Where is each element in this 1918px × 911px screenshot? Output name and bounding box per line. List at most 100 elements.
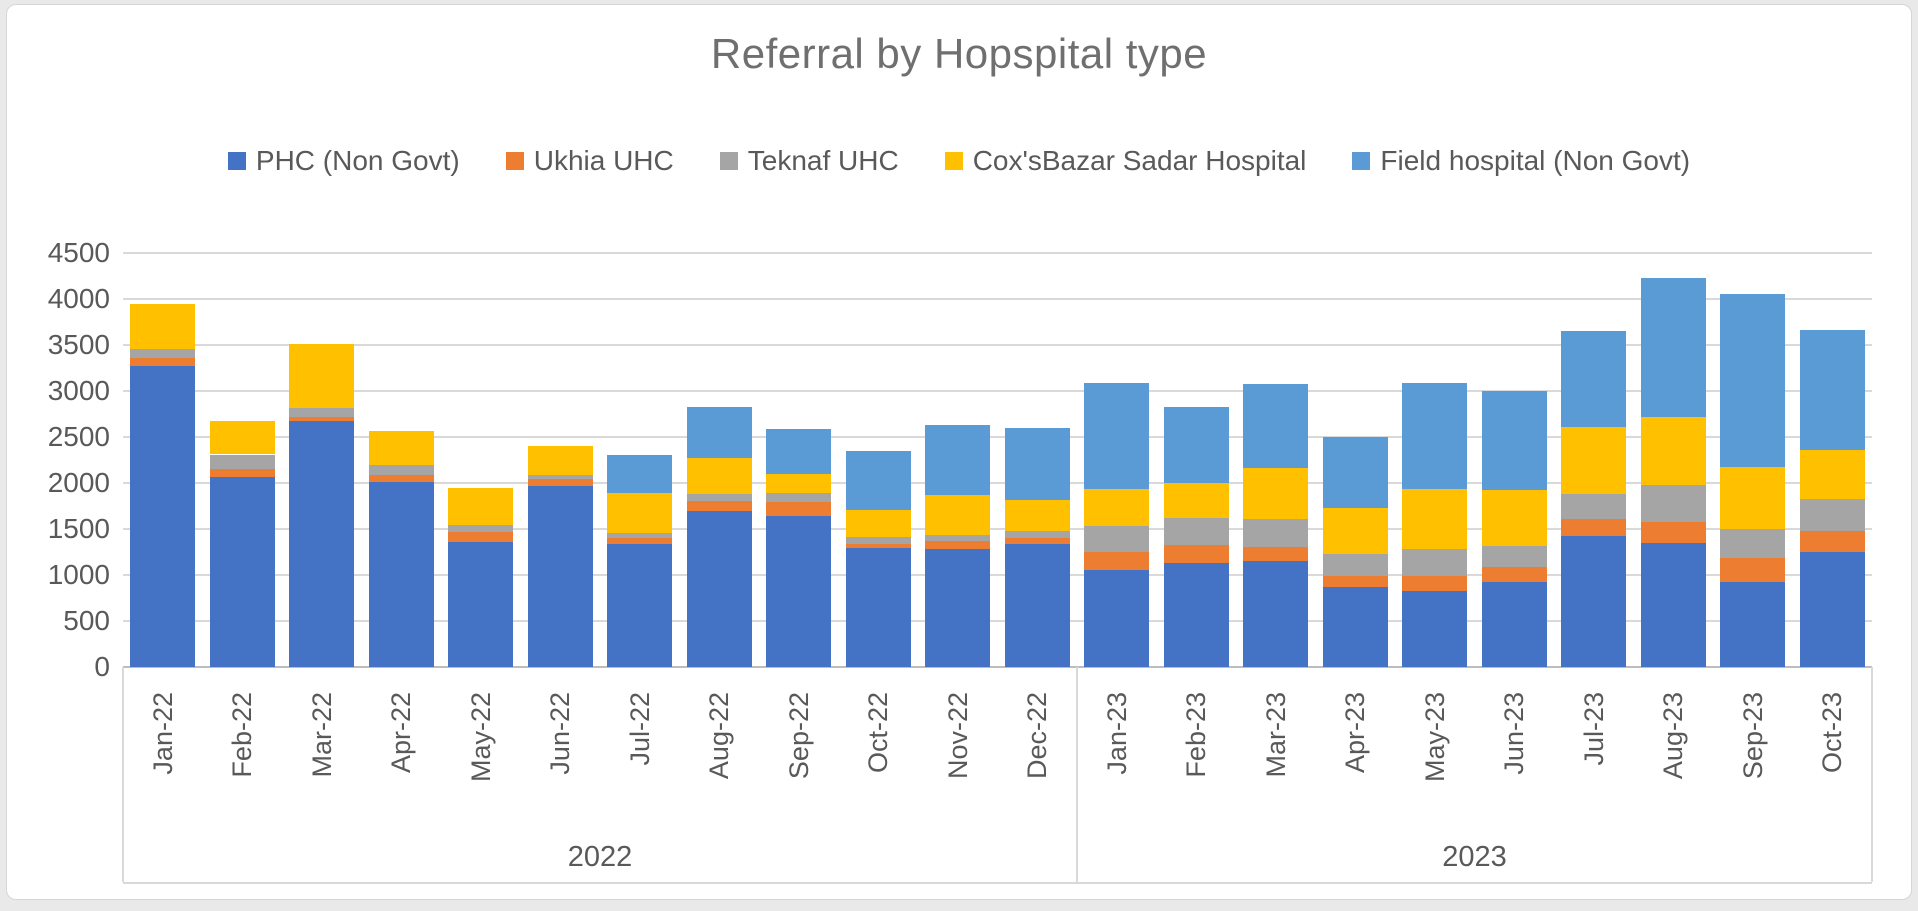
bar-segment-cox-sbazar-sadar-hospital[interactable] xyxy=(1720,467,1786,529)
bar-segment-cox-sbazar-sadar-hospital[interactable] xyxy=(1322,507,1388,554)
bar-segment-phc-non-govt[interactable] xyxy=(766,516,832,667)
bar-segment-teknaf-uhc[interactable] xyxy=(209,454,275,469)
bar-segment-field-hospital-non-govt[interactable] xyxy=(766,428,832,474)
bar-segment-teknaf-uhc[interactable] xyxy=(527,475,593,479)
bar-segment-teknaf-uhc[interactable] xyxy=(1720,529,1786,559)
bar-segment-field-hospital-non-govt[interactable] xyxy=(845,450,911,511)
bar-segment-ukhia-uhc[interactable] xyxy=(368,474,434,482)
bar-segment-cox-sbazar-sadar-hospital[interactable] xyxy=(1402,488,1468,549)
bar-segment-field-hospital-non-govt[interactable] xyxy=(1640,277,1706,417)
bar-segment-phc-non-govt[interactable] xyxy=(1799,552,1865,667)
bar-segment-cox-sbazar-sadar-hospital[interactable] xyxy=(925,494,991,535)
bar-segment-cox-sbazar-sadar-hospital[interactable] xyxy=(1481,490,1547,546)
bar-segment-phc-non-govt[interactable] xyxy=(845,548,911,667)
bar-segment-teknaf-uhc[interactable] xyxy=(766,492,832,503)
bar-segment-ukhia-uhc[interactable] xyxy=(925,541,991,550)
bar-segment-field-hospital-non-govt[interactable] xyxy=(1799,330,1865,450)
bar-segment-cox-sbazar-sadar-hospital[interactable] xyxy=(527,445,593,476)
bar-segment-cox-sbazar-sadar-hospital[interactable] xyxy=(1163,483,1229,518)
bar-segment-phc-non-govt[interactable] xyxy=(686,510,752,667)
bar-segment-cox-sbazar-sadar-hospital[interactable] xyxy=(766,473,832,493)
legend-item-1[interactable]: Ukhia UHC xyxy=(505,145,674,177)
bar-segment-field-hospital-non-govt[interactable] xyxy=(1004,427,1070,501)
bar-segment-field-hospital-non-govt[interactable] xyxy=(686,407,752,458)
bar-segment-ukhia-uhc[interactable] xyxy=(1402,576,1468,591)
bar-segment-teknaf-uhc[interactable] xyxy=(1481,545,1547,568)
bar-segment-teknaf-uhc[interactable] xyxy=(1322,553,1388,576)
bar-segment-ukhia-uhc[interactable] xyxy=(130,357,196,367)
bar-segment-field-hospital-non-govt[interactable] xyxy=(1243,383,1309,469)
bar-segment-ukhia-uhc[interactable] xyxy=(1561,518,1627,537)
bar-segment-phc-non-govt[interactable] xyxy=(1243,561,1309,667)
bar-segment-teknaf-uhc[interactable] xyxy=(686,493,752,501)
bar-segment-field-hospital-non-govt[interactable] xyxy=(1402,382,1468,489)
bar-segment-phc-non-govt[interactable] xyxy=(527,485,593,667)
bar-segment-ukhia-uhc[interactable] xyxy=(1640,521,1706,543)
bar-segment-ukhia-uhc[interactable] xyxy=(527,478,593,486)
bar-segment-ukhia-uhc[interactable] xyxy=(845,544,911,549)
bar-segment-phc-non-govt[interactable] xyxy=(1720,582,1786,667)
bar-segment-teknaf-uhc[interactable] xyxy=(1004,530,1070,539)
bar-segment-teknaf-uhc[interactable] xyxy=(845,536,911,545)
bar-segment-ukhia-uhc[interactable] xyxy=(1720,558,1786,583)
bar-segment-teknaf-uhc[interactable] xyxy=(368,465,434,475)
bar-segment-phc-non-govt[interactable] xyxy=(607,543,673,667)
bar-segment-ukhia-uhc[interactable] xyxy=(289,416,355,422)
bar-segment-ukhia-uhc[interactable] xyxy=(1799,530,1865,552)
bar-segment-ukhia-uhc[interactable] xyxy=(209,468,275,477)
bar-segment-cox-sbazar-sadar-hospital[interactable] xyxy=(607,492,673,534)
bar-segment-ukhia-uhc[interactable] xyxy=(1322,575,1388,587)
bar-segment-teknaf-uhc[interactable] xyxy=(448,525,514,532)
bar-segment-cox-sbazar-sadar-hospital[interactable] xyxy=(130,304,196,349)
bar-segment-teknaf-uhc[interactable] xyxy=(1799,499,1865,531)
bar-segment-cox-sbazar-sadar-hospital[interactable] xyxy=(368,430,434,466)
bar-segment-teknaf-uhc[interactable] xyxy=(925,534,991,542)
bar-segment-teknaf-uhc[interactable] xyxy=(1402,548,1468,577)
bar-segment-phc-non-govt[interactable] xyxy=(1640,542,1706,667)
bar-segment-ukhia-uhc[interactable] xyxy=(1163,544,1229,564)
bar-segment-ukhia-uhc[interactable] xyxy=(1481,567,1547,583)
bar-segment-cox-sbazar-sadar-hospital[interactable] xyxy=(1084,489,1150,526)
bar-segment-phc-non-govt[interactable] xyxy=(1163,563,1229,667)
bar-segment-ukhia-uhc[interactable] xyxy=(607,538,673,544)
bar-segment-teknaf-uhc[interactable] xyxy=(1163,517,1229,545)
legend-item-3[interactable]: Cox'sBazar Sadar Hospital xyxy=(944,145,1306,177)
bar-segment-field-hospital-non-govt[interactable] xyxy=(1481,391,1547,491)
bar-segment-cox-sbazar-sadar-hospital[interactable] xyxy=(289,344,355,409)
legend-item-4[interactable]: Field hospital (Non Govt) xyxy=(1352,145,1690,177)
bar-segment-cox-sbazar-sadar-hospital[interactable] xyxy=(448,488,514,526)
bar-segment-teknaf-uhc[interactable] xyxy=(607,533,673,539)
bar-segment-field-hospital-non-govt[interactable] xyxy=(1084,382,1150,490)
bar-segment-cox-sbazar-sadar-hospital[interactable] xyxy=(1243,468,1309,520)
bar-segment-ukhia-uhc[interactable] xyxy=(686,500,752,511)
bar-segment-field-hospital-non-govt[interactable] xyxy=(925,425,991,495)
bar-segment-phc-non-govt[interactable] xyxy=(368,481,434,667)
bar-segment-teknaf-uhc[interactable] xyxy=(1243,519,1309,547)
bar-segment-ukhia-uhc[interactable] xyxy=(1004,538,1070,544)
bar-segment-field-hospital-non-govt[interactable] xyxy=(607,454,673,493)
bar-segment-phc-non-govt[interactable] xyxy=(289,421,355,667)
bar-segment-teknaf-uhc[interactable] xyxy=(130,348,196,358)
bar-segment-phc-non-govt[interactable] xyxy=(448,542,514,667)
bar-segment-phc-non-govt[interactable] xyxy=(1481,582,1547,667)
bar-segment-phc-non-govt[interactable] xyxy=(1561,536,1627,667)
bar-segment-field-hospital-non-govt[interactable] xyxy=(1322,437,1388,508)
bar-segment-cox-sbazar-sadar-hospital[interactable] xyxy=(1561,426,1627,495)
bar-segment-cox-sbazar-sadar-hospital[interactable] xyxy=(686,457,752,494)
legend-item-2[interactable]: Teknaf UHC xyxy=(719,145,899,177)
bar-segment-teknaf-uhc[interactable] xyxy=(1561,494,1627,519)
bar-segment-phc-non-govt[interactable] xyxy=(1322,586,1388,667)
bar-segment-cox-sbazar-sadar-hospital[interactable] xyxy=(1640,416,1706,485)
bar-segment-ukhia-uhc[interactable] xyxy=(1084,552,1150,571)
bar-segment-field-hospital-non-govt[interactable] xyxy=(1163,406,1229,483)
bar-segment-cox-sbazar-sadar-hospital[interactable] xyxy=(209,421,275,455)
bar-segment-phc-non-govt[interactable] xyxy=(925,549,991,667)
bar-segment-ukhia-uhc[interactable] xyxy=(766,502,832,517)
bar-segment-phc-non-govt[interactable] xyxy=(209,476,275,667)
bar-segment-field-hospital-non-govt[interactable] xyxy=(1561,331,1627,427)
bar-segment-ukhia-uhc[interactable] xyxy=(448,531,514,543)
bar-segment-cox-sbazar-sadar-hospital[interactable] xyxy=(1799,449,1865,500)
bar-segment-phc-non-govt[interactable] xyxy=(1004,543,1070,667)
bar-segment-phc-non-govt[interactable] xyxy=(1084,570,1150,667)
bar-segment-field-hospital-non-govt[interactable] xyxy=(1720,294,1786,468)
